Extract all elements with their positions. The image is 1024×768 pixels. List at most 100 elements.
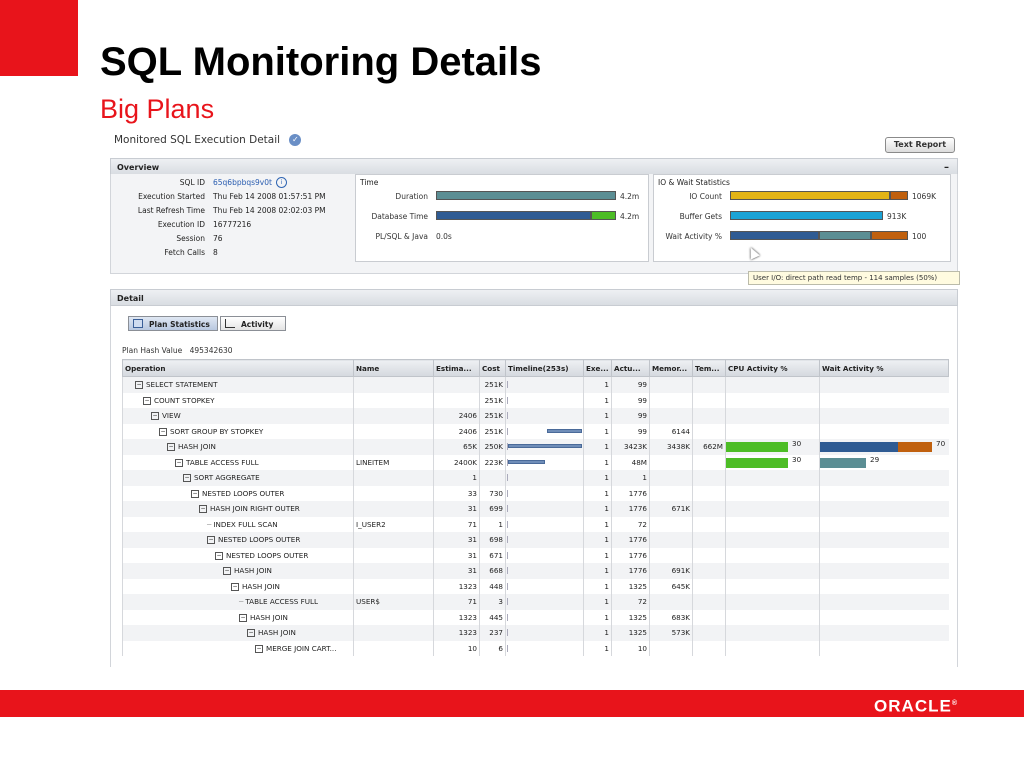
timeline-cell [505, 485, 584, 501]
wait-activity-cell [819, 392, 949, 408]
metric-label: IO Count [689, 192, 722, 201]
wait-activity-bar [898, 442, 932, 452]
collapse-tree-icon[interactable]: − [151, 412, 159, 421]
column-header[interactable]: Cost [479, 359, 506, 377]
collapse-tree-icon[interactable]: − [191, 489, 199, 498]
table-row[interactable]: − HASH JOIN RIGHT OUTER 31 699 1 1776 671K [122, 501, 949, 517]
collapse-tree-icon[interactable]: − [159, 427, 167, 436]
column-header[interactable]: Wait Activity % [819, 359, 949, 377]
tab-activity[interactable]: Activity [220, 316, 286, 331]
collapse-tree-icon[interactable]: − [183, 474, 191, 483]
overview-section-header[interactable]: Overview – [110, 158, 958, 175]
table-row[interactable]: − HASH JOIN 1323 448 1 1325 645K [122, 578, 949, 594]
table-row[interactable]: − NESTED LOOPS OUTER 31 671 1 1776 [122, 547, 949, 563]
cell-name [353, 640, 434, 656]
cell-exe: 1 [583, 501, 612, 517]
table-row[interactable]: − HASH JOIN 1323 237 1 1325 573K [122, 625, 949, 641]
cell-est: 2400K [433, 454, 480, 470]
metric-bar-segment[interactable] [871, 231, 908, 240]
column-header[interactable]: Tem... [692, 359, 726, 377]
wait-activity-cell [819, 532, 949, 548]
cell-exe: 1 [583, 423, 612, 439]
info-icon[interactable]: i [276, 177, 287, 188]
collapse-tree-icon[interactable]: − [199, 505, 207, 514]
cell-mem: 573K [649, 625, 693, 641]
table-row[interactable]: − SELECT STATEMENT 251K 1 99 [122, 376, 949, 393]
cell-cost: 448 [479, 578, 506, 594]
table-row[interactable]: − HASH JOIN 31 668 1 1776 691K [122, 563, 949, 579]
text-report-button[interactable]: Text Report [885, 137, 955, 153]
collapse-tree-icon[interactable]: − [223, 567, 231, 576]
table-row[interactable]: − MERGE JOIN CART... 10 6 1 10 [122, 640, 949, 656]
tab-plan-statistics[interactable]: Plan Statistics [128, 316, 218, 331]
column-header[interactable]: Exe... [583, 359, 612, 377]
table-row[interactable]: − NESTED LOOPS OUTER 31 698 1 1776 [122, 532, 949, 548]
column-header[interactable]: Timeline(253s) [505, 359, 584, 377]
collapse-tree-icon[interactable]: − [255, 644, 263, 653]
cell-cost [479, 470, 506, 486]
metric-bar-segment[interactable] [730, 191, 890, 200]
metric-bar-segment[interactable] [890, 191, 908, 200]
plan-table-header: Operation Name Estima... Cost Timeline(253s)… [122, 359, 949, 377]
cell-exe: 1 [583, 470, 612, 486]
timeline-cell [505, 439, 584, 455]
field-value[interactable]: 65q6bpbqs9v0t [213, 178, 272, 187]
cell-est: 1323 [433, 578, 480, 594]
table-row[interactable]: − SORT AGGREGATE 1 1 1 [122, 470, 949, 486]
metric-bar-segment[interactable] [591, 211, 616, 220]
check-icon: ✓ [289, 134, 302, 146]
table-row[interactable]: − HASH JOIN 65K 250K 1 3423K 3438K 662M 30 70 [122, 439, 949, 455]
cell-cost: 237 [479, 625, 506, 641]
metric-bar-segment[interactable] [436, 191, 616, 200]
metric-bar-segment[interactable] [730, 211, 883, 220]
cell-mem [649, 532, 693, 548]
table-row[interactable]: ─ TABLE ACCESS FULL USER$ 71 3 1 72 [122, 594, 949, 610]
table-row[interactable]: − COUNT STOPKEY 251K 1 99 [122, 392, 949, 408]
cell-name [353, 501, 434, 517]
collapse-tree-icon[interactable]: − [135, 381, 143, 390]
column-header[interactable]: CPU Activity % [725, 359, 820, 377]
field-label: Session [176, 234, 205, 243]
cell-cost: 250K [479, 439, 506, 455]
cpu-activity-cell [725, 470, 820, 486]
cpu-activity-cell [725, 640, 820, 656]
collapse-tree-icon[interactable]: − [231, 582, 239, 591]
page-heading: Monitored SQL Execution Detail [114, 134, 281, 146]
collapse-tree-icon[interactable]: − [167, 443, 175, 452]
collapse-icon[interactable]: – [944, 162, 949, 173]
cpu-activity-bar [726, 442, 788, 452]
column-header[interactable]: Estima... [433, 359, 480, 377]
timeline-tick [507, 644, 508, 652]
wait-activity-cell [819, 376, 949, 393]
collapse-tree-icon[interactable]: − [215, 551, 223, 560]
cell-name [353, 609, 434, 625]
metric-bar-segment[interactable] [436, 211, 591, 220]
cell-mem [649, 516, 693, 532]
column-header[interactable]: Memor... [649, 359, 693, 377]
table-row[interactable]: − NESTED LOOPS OUTER 33 730 1 1776 [122, 485, 949, 501]
timeline-tick [507, 551, 508, 559]
time-panel-title: Time [360, 178, 379, 187]
metric-bar-segment[interactable] [730, 231, 819, 240]
collapse-tree-icon[interactable]: − [175, 458, 183, 467]
cell-name [353, 547, 434, 563]
cell-tem [692, 625, 726, 641]
timeline-cell [505, 609, 584, 625]
column-header[interactable]: Actu... [611, 359, 650, 377]
oracle-logo: ORACLE® [874, 696, 958, 716]
collapse-tree-icon[interactable]: − [207, 536, 215, 545]
table-row[interactable]: − TABLE ACCESS FULL LINEITEM 2400K 223K 1 48M 3… [122, 454, 949, 470]
collapse-tree-icon[interactable]: − [239, 613, 247, 622]
metric-bar-segment[interactable] [819, 231, 871, 240]
column-header[interactable]: Name [353, 359, 434, 377]
collapse-tree-icon[interactable]: − [247, 629, 255, 638]
collapse-tree-icon[interactable]: − [143, 396, 151, 405]
table-row[interactable]: − VIEW 2406 251K 1 99 [122, 408, 949, 424]
wait-activity-cell [819, 423, 949, 439]
table-row[interactable]: − SORT GROUP BY STOPKEY 2406 251K 1 99 6144 [122, 423, 949, 439]
cell-tem [692, 470, 726, 486]
table-row[interactable]: ─ INDEX FULL SCAN I_USER2 71 1 1 72 [122, 516, 949, 532]
column-header[interactable]: Operation [122, 359, 354, 377]
timeline-cell [505, 376, 584, 393]
table-row[interactable]: − HASH JOIN 1323 445 1 1325 683K [122, 609, 949, 625]
